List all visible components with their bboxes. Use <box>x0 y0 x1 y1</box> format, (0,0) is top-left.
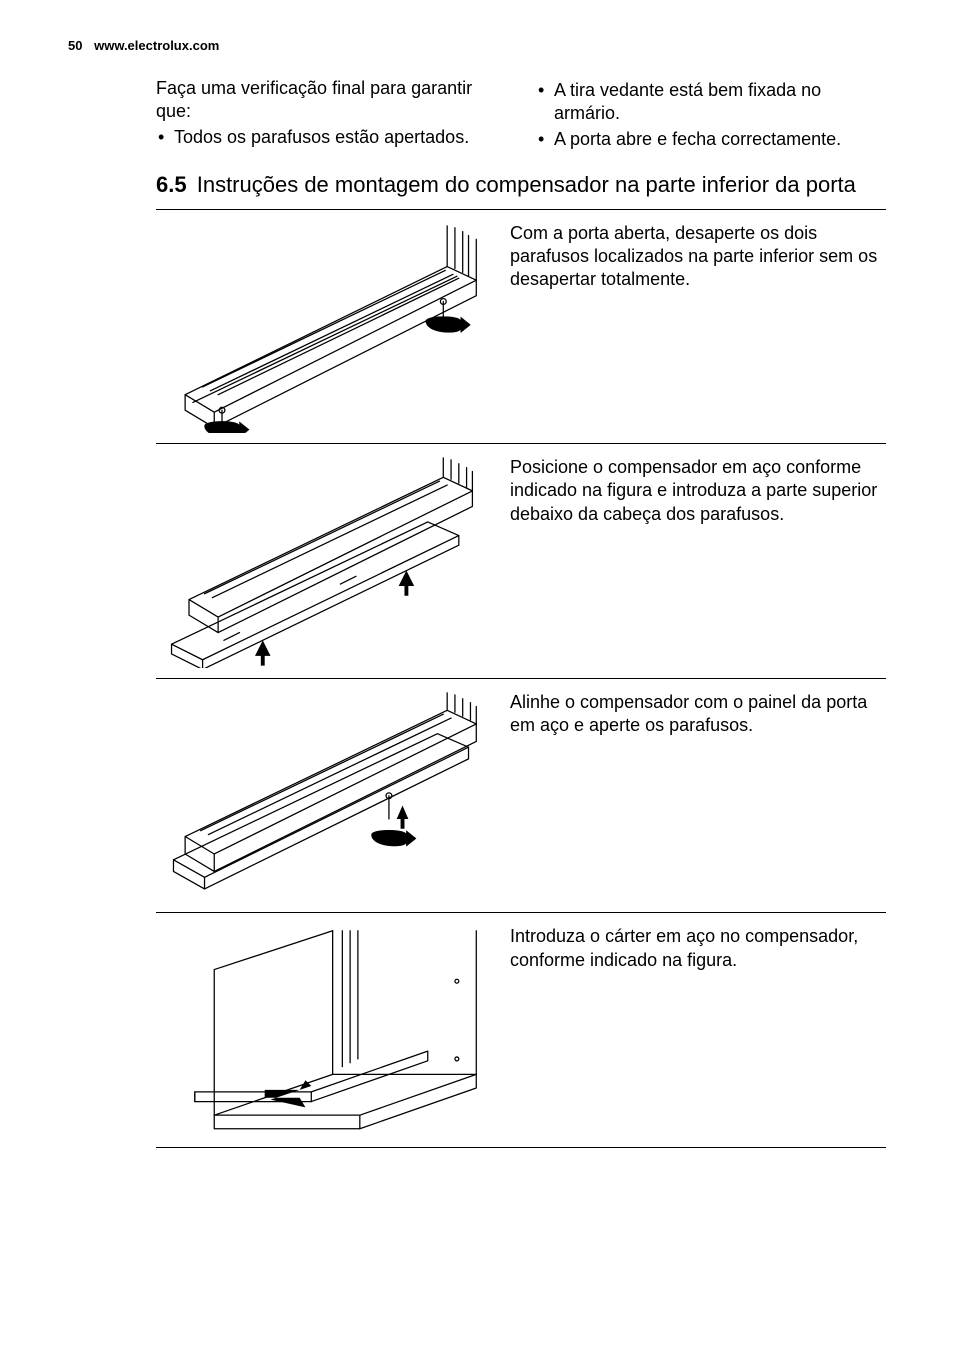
step-figure <box>156 685 496 907</box>
step-figure <box>156 450 496 672</box>
intro-block: Faça uma verificação final para garantir… <box>68 77 886 151</box>
step-row: Com a porta aberta, desaperte os dois pa… <box>156 210 886 445</box>
page-header: 50 www.electrolux.com <box>68 38 886 55</box>
intro-right-list: A tira vedante está bem fixada no armári… <box>536 79 886 151</box>
step-text: Posicione o compensador em aço conforme … <box>496 450 886 672</box>
intro-lead: Faça uma verificação final para garantir… <box>156 77 506 124</box>
intro-right-col: A tira vedante está bem fixada no armári… <box>536 77 886 151</box>
step-text: Alinhe o compensador com o painel da por… <box>496 685 886 907</box>
step-row: Posicione o compensador em aço conforme … <box>156 444 886 679</box>
intro-left-col: Faça uma verificação final para garantir… <box>156 77 506 151</box>
section-title-text: Instruções de montagem do compensador na… <box>197 172 856 197</box>
site-url: www.electrolux.com <box>94 38 219 53</box>
step-figure <box>156 919 496 1141</box>
section-title: 6.5 Instruções de montagem do compensado… <box>68 171 886 199</box>
intro-right-item: A porta abre e fecha correctamente. <box>536 128 886 151</box>
step-text: Introduza o cárter em aço no compensador… <box>496 919 886 1141</box>
intro-right-item: A tira vedante está bem fixada no armári… <box>536 79 886 126</box>
step-figure <box>156 216 496 438</box>
step-row: Alinhe o compensador com o painel da por… <box>156 679 886 914</box>
steps-container: Com a porta aberta, desaperte os dois pa… <box>156 209 886 1148</box>
page-number: 50 <box>68 38 82 53</box>
section-number: 6.5 <box>156 172 187 197</box>
intro-left-item: Todos os parafusos estão apertados. <box>156 126 506 149</box>
step-text: Com a porta aberta, desaperte os dois pa… <box>496 216 886 438</box>
intro-left-list: Todos os parafusos estão apertados. <box>156 126 506 149</box>
step-row: Introduza o cárter em aço no compensador… <box>156 913 886 1148</box>
